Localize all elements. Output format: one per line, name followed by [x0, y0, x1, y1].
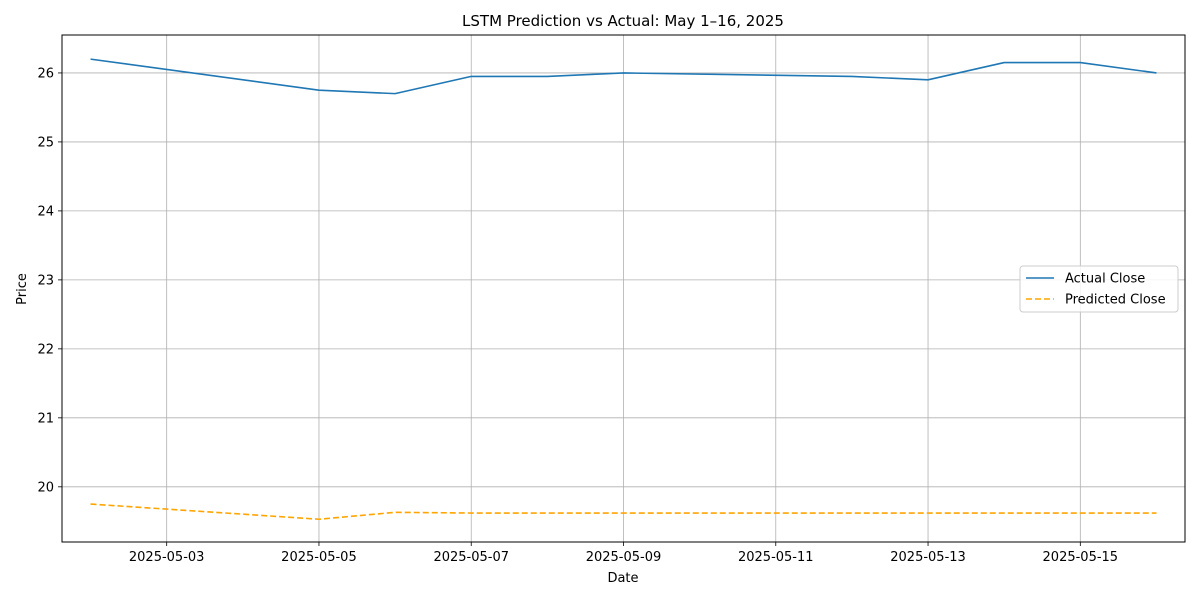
grid: [62, 35, 1185, 542]
legend-box: [1019, 265, 1179, 313]
legend: Actual Close Predicted Close: [1019, 265, 1179, 313]
y-tick-label: 20: [37, 480, 54, 495]
axis-ticks: 2025-05-03 2025-05-05 2025-05-07 2025-05-09…: [37, 66, 1118, 565]
legend-label: Predicted Close: [1065, 293, 1166, 308]
y-tick-label: 21: [37, 411, 54, 426]
series-line-actual-close: [90, 58, 1157, 95]
series-line-predicted-close: [90, 503, 1157, 521]
x-tick-label: 2025-05-03: [129, 550, 205, 565]
y-tick-label: 24: [37, 204, 54, 219]
x-tick-label: 2025-05-09: [586, 550, 662, 565]
x-tick-label: 2025-05-13: [890, 550, 966, 565]
x-tick-label: 2025-05-11: [738, 550, 814, 565]
y-axis-label: Price: [15, 273, 30, 305]
x-axis-label: Date: [607, 571, 638, 586]
legend-label: Actual Close: [1065, 272, 1145, 287]
y-tick-label: 25: [37, 135, 54, 150]
y-tick-label: 26: [37, 66, 54, 81]
x-tick-label: 2025-05-05: [281, 550, 357, 565]
y-tick-label: 22: [37, 342, 54, 357]
y-tick-label: 23: [37, 273, 54, 288]
x-tick-label: 2025-05-15: [1043, 550, 1119, 565]
chart-title: LSTM Prediction vs Actual: May 1–16, 202…: [462, 12, 784, 30]
x-tick-label: 2025-05-07: [433, 550, 509, 565]
series-lines: [90, 58, 1157, 521]
